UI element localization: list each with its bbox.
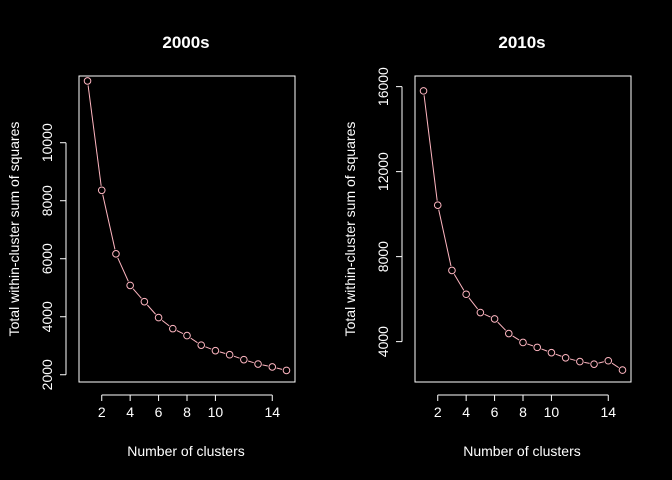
data-point — [282, 366, 291, 375]
y-tick-label: 8000 — [39, 185, 55, 216]
series-line-segment — [438, 209, 452, 267]
series-line-segment — [468, 297, 479, 310]
series-line-segment — [484, 313, 491, 318]
plot-area-2000s: 2 4 6 8 10 14 2000 4000 6000 8000 10000 — [39, 75, 296, 420]
data-point — [225, 350, 234, 359]
series-line-segment — [598, 361, 605, 364]
x-tick-label: 2 — [434, 404, 442, 420]
series-line-segment — [512, 335, 520, 341]
data-point — [504, 329, 513, 338]
plot-area-2010s: 2 4 6 8 10 14 4000 8000 12000 16000 — [375, 67, 632, 420]
x-axis-label: Number of clusters — [463, 443, 580, 459]
x-tick-label: 14 — [264, 404, 280, 420]
x-tick-label: 14 — [600, 404, 616, 420]
data-point — [462, 290, 470, 299]
panel-2000s: 2000s Number of clusters Total within-cl… — [6, 33, 296, 459]
plot-frame — [78, 75, 296, 383]
x-axis-label: Number of clusters — [127, 443, 244, 459]
series-line-segment — [453, 274, 465, 291]
data-point — [604, 356, 613, 365]
panel-title: 2010s — [498, 33, 545, 52]
y-axis-label: Total within-cluster sum of squares — [342, 122, 358, 337]
series-line-segment — [102, 194, 116, 250]
series-line-segment — [233, 355, 240, 359]
series-line-segment — [527, 343, 534, 347]
data-point — [97, 186, 106, 195]
y-tick-label: 4000 — [39, 301, 55, 332]
panel-title: 2000s — [162, 33, 209, 52]
data-point — [211, 346, 220, 355]
y-axis-label: Total within-cluster sum of squares — [6, 122, 22, 337]
data-point — [126, 281, 134, 290]
x-tick-label: 4 — [126, 404, 134, 420]
series-line-segment — [190, 337, 198, 344]
data-point — [448, 266, 456, 275]
data-point — [419, 87, 428, 95]
series-line-segment — [555, 353, 562, 357]
series-line-segment — [611, 362, 619, 369]
series-line-segment — [132, 288, 142, 299]
series-line-segment — [276, 367, 283, 370]
x-tick-label: 2 — [98, 404, 106, 420]
data-point — [618, 366, 627, 374]
data-point — [433, 201, 442, 209]
data-point — [140, 297, 149, 306]
x-tick-label: 6 — [491, 404, 499, 420]
series-line-segment — [541, 348, 548, 352]
data-point — [254, 360, 262, 368]
data-point — [240, 355, 248, 364]
series-line-segment — [87, 85, 102, 186]
series-line-segment — [146, 304, 156, 315]
y-tick-label: 16000 — [375, 67, 391, 106]
data-point — [547, 348, 556, 357]
series-line-segment — [262, 364, 268, 367]
y-tick-label: 2000 — [39, 359, 55, 390]
x-tick-label: 8 — [519, 404, 527, 420]
panel-2010s: 2010s Number of clusters Total within-cl… — [342, 33, 632, 459]
series-line-segment — [569, 358, 576, 361]
data-point — [533, 343, 542, 352]
data-point — [83, 77, 92, 85]
plot-frame — [414, 75, 632, 383]
data-point — [268, 363, 277, 371]
series-line-segment — [219, 351, 226, 354]
y-tick-label: 4000 — [375, 326, 391, 357]
series-line-segment — [176, 330, 184, 335]
data-point — [490, 315, 499, 323]
x-tick-label: 10 — [208, 404, 224, 420]
data-point — [561, 353, 570, 362]
data-point — [168, 324, 177, 333]
data-point — [183, 331, 191, 340]
data-point — [590, 360, 598, 368]
data-point — [576, 357, 584, 366]
series-line-segment — [497, 321, 507, 331]
series-line-segment — [423, 95, 438, 201]
data-point — [519, 338, 527, 347]
data-point — [197, 341, 206, 349]
y-tick-label: 8000 — [375, 241, 391, 272]
series-line-segment — [161, 319, 170, 327]
data-point — [112, 249, 120, 258]
x-tick-label: 10 — [544, 404, 560, 420]
x-tick-label: 4 — [462, 404, 470, 420]
y-tick-label: 12000 — [375, 152, 391, 191]
y-tick-label: 10000 — [39, 123, 55, 162]
x-tick-label: 8 — [183, 404, 191, 420]
series-line-segment — [117, 257, 129, 282]
series-line-segment — [205, 346, 212, 350]
y-tick-label: 6000 — [39, 243, 55, 274]
series-line-segment — [247, 360, 254, 364]
data-point — [154, 313, 163, 322]
series-line-segment — [584, 361, 590, 364]
data-point — [476, 308, 485, 317]
x-tick-label: 6 — [155, 404, 163, 420]
